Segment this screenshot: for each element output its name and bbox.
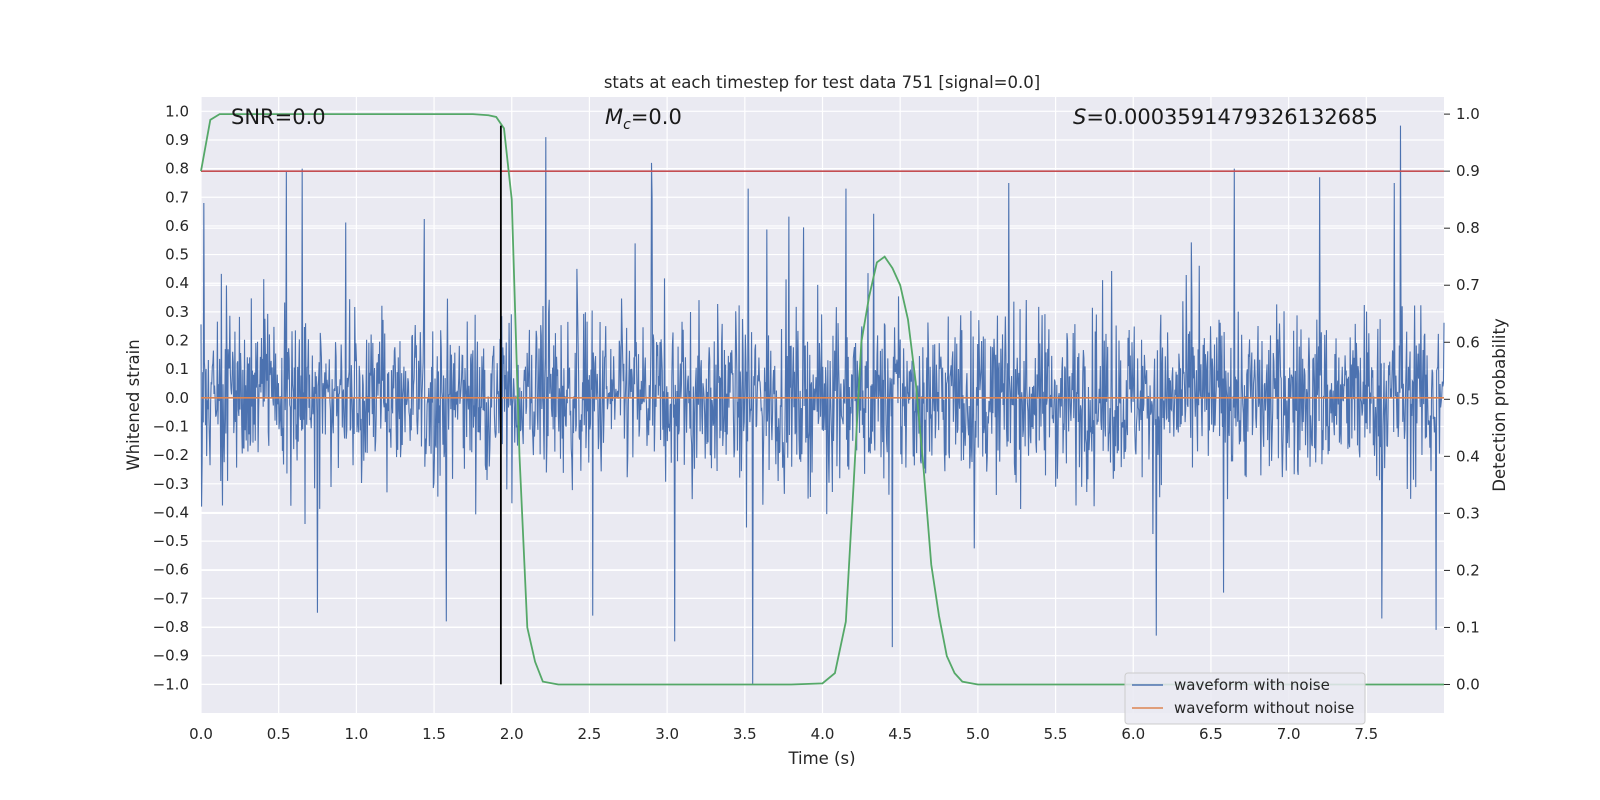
chirp-mass-value: =0.0 xyxy=(631,105,682,129)
y-tick-label: −0.4 xyxy=(153,503,189,521)
y-tick-label: −0.5 xyxy=(153,532,189,550)
snr-prefix: SNR= xyxy=(231,105,292,129)
y-tick-label: 0.3 xyxy=(165,303,189,321)
x-tick-label: 1.5 xyxy=(422,725,446,743)
legend-box xyxy=(1124,672,1366,725)
x-tick-label: 6.5 xyxy=(1199,725,1223,743)
y-gridlines xyxy=(201,110,1444,685)
y-tick-label: −0.7 xyxy=(153,589,189,607)
x-tick-label: 2.0 xyxy=(500,725,524,743)
y-tick-label: −0.2 xyxy=(153,446,189,464)
plot-area xyxy=(200,97,1445,713)
x-tick-label: 6.0 xyxy=(1121,725,1145,743)
x-tick-label: 4.0 xyxy=(811,725,835,743)
x-tick-label: 0.0 xyxy=(189,725,213,743)
y-tick-label: −0.8 xyxy=(153,618,189,636)
y-tick-label: 0.6 xyxy=(165,217,189,235)
right-y-tick-label: 0.5 xyxy=(1456,390,1480,408)
right-y-tick-label: 0.0 xyxy=(1456,675,1480,693)
right-y-tick-label: 0.7 xyxy=(1456,276,1480,294)
s-annotation: S=0.0003591479326132685 xyxy=(1073,105,1378,129)
y-tick-label: 0.1 xyxy=(165,360,189,378)
right-y-tick-label: 0.4 xyxy=(1456,447,1480,465)
x-tick-label: 4.5 xyxy=(888,725,912,743)
chirp-mass-symbol: M xyxy=(605,105,623,129)
y-tick-label: 0.5 xyxy=(165,246,189,264)
y-tick-label: −0.3 xyxy=(153,475,189,493)
x-tick-label: 3.0 xyxy=(655,725,679,743)
x-axis-label: Time (s) xyxy=(787,749,855,768)
right-y-tick-label: 0.3 xyxy=(1456,504,1480,522)
right-y-tick-label: 0.8 xyxy=(1456,219,1480,237)
right-y-tick-label: 0.9 xyxy=(1456,162,1480,180)
y-tick-labels: 1.0 0.9 0.8 0.7 0.6 0.5 0.4 0.3 0.2 0.1 0.0 −0.1 −0.… xyxy=(153,102,189,693)
x-tick-label: 7.0 xyxy=(1277,725,1301,743)
right-y-tick-label: 0.6 xyxy=(1456,333,1480,351)
y-tick-label: 0.8 xyxy=(165,160,189,178)
s-value: =0.0003591479326132685 xyxy=(1086,105,1378,129)
y-tick-label: −0.9 xyxy=(153,647,189,665)
right-y-tick-labels: 1.0 0.9 0.8 0.7 0.6 0.5 0.4 0.3 0.2 0.1 0.0 xyxy=(1444,105,1480,693)
y-tick-label: 0.0 xyxy=(165,389,189,407)
y-tick-label: 0.4 xyxy=(165,274,189,292)
x-tick-label: 5.0 xyxy=(966,725,990,743)
chirp-mass-annotation: Mc=0.0 xyxy=(605,105,682,133)
legend-label-clean: waveform without noise xyxy=(1174,699,1354,717)
x-tick-label: 0.5 xyxy=(267,725,291,743)
x-tick-label: 7.5 xyxy=(1354,725,1378,743)
legend-label-noise: waveform with noise xyxy=(1174,676,1330,694)
chirp-mass-subscript: c xyxy=(623,117,631,133)
y-tick-label: −0.6 xyxy=(153,561,189,579)
x-tick-label: 3.5 xyxy=(733,725,757,743)
y-tick-label: 0.9 xyxy=(165,131,189,149)
right-y-axis-label: Detection probability xyxy=(1490,318,1509,492)
snr-annotation: SNR=0.0 xyxy=(231,105,326,129)
detection-probability-line xyxy=(200,113,1444,686)
legend: waveform with noise waveform without noi… xyxy=(1124,672,1366,725)
y-tick-label: 0.7 xyxy=(165,188,189,206)
right-y-tick-label: 0.1 xyxy=(1456,618,1480,636)
chart-title: stats at each timestep for test data 751… xyxy=(604,73,1040,92)
y-axis-label: Whitened strain xyxy=(124,339,143,470)
right-y-tick-label: 0.2 xyxy=(1456,561,1480,579)
x-tick-label: 2.5 xyxy=(578,725,602,743)
y-tick-label: −1.0 xyxy=(153,675,189,693)
right-y-tick-label: 1.0 xyxy=(1456,105,1480,123)
y-tick-label: 1.0 xyxy=(165,102,189,120)
x-tick-label: 1.0 xyxy=(344,725,368,743)
y-tick-label: 0.2 xyxy=(165,332,189,350)
detection-probability-series xyxy=(200,113,1444,686)
s-symbol: S xyxy=(1073,105,1086,129)
y-tick-label: −0.1 xyxy=(153,417,189,435)
x-tick-labels: 0.0 0.5 1.0 1.5 2.0 2.5 3.0 3.5 4.0 4.5 5.0 5.5 6.0 6… xyxy=(189,725,1378,743)
snr-value: 0.0 xyxy=(292,105,325,129)
x-tick-label: 5.5 xyxy=(1044,725,1068,743)
